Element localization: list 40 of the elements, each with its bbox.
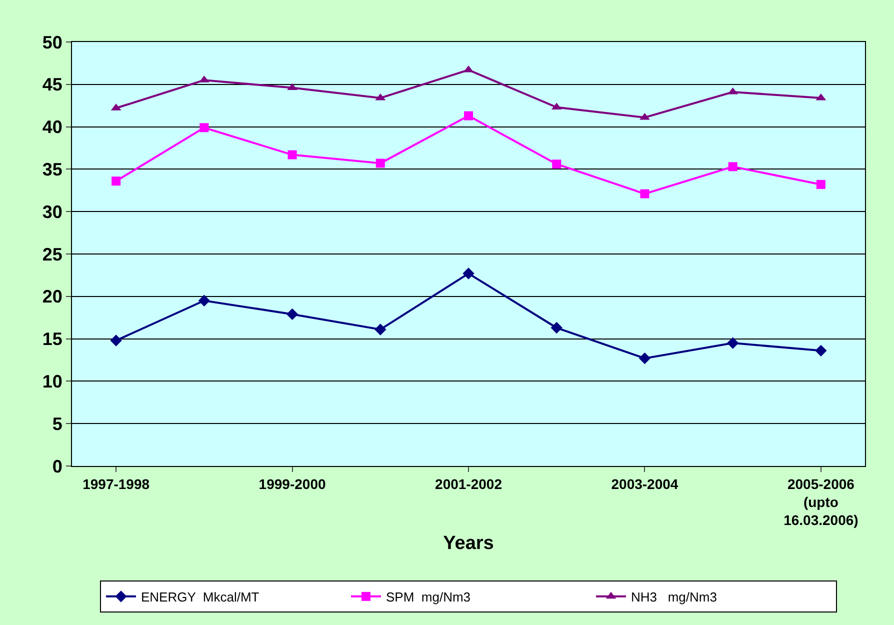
point <box>464 111 473 120</box>
y-tick-label: 50 <box>42 32 62 52</box>
point <box>288 150 297 160</box>
y-tick-label: 35 <box>42 160 62 180</box>
y-tick-label: 0 <box>52 456 62 476</box>
point <box>462 268 474 280</box>
point <box>726 337 739 349</box>
point <box>815 344 827 357</box>
point <box>552 160 562 169</box>
y-tick-label: 25 <box>42 244 62 264</box>
point <box>640 112 650 120</box>
point <box>286 308 298 320</box>
point <box>374 324 386 336</box>
point <box>640 189 650 198</box>
point <box>198 294 210 306</box>
x-tick-label: 2005-2006 (upto 16.03.2006) <box>784 476 858 528</box>
y-tick-label: 45 <box>42 74 62 95</box>
x-tick-label: 1999-2000 <box>258 476 326 492</box>
point <box>200 123 209 132</box>
point <box>728 162 738 172</box>
legend-label: SPM mg/Nm3 <box>386 590 471 604</box>
x-tick-label: 2003-2004 <box>611 476 678 492</box>
legend-label: NH3 mg/Nm3 <box>631 590 717 604</box>
x-tick-label: 1997-1998 <box>82 476 150 492</box>
y-tick-label: 5 <box>52 414 62 434</box>
y-tick-label: 30 <box>42 202 62 222</box>
y-tick-label: 10 <box>42 372 62 392</box>
point <box>110 334 122 346</box>
point <box>816 180 826 189</box>
y-tick-label: 20 <box>42 286 62 307</box>
x-axis-title: Years <box>443 533 494 554</box>
point <box>287 83 298 90</box>
y-tick-label: 40 <box>42 117 62 138</box>
point <box>376 158 385 168</box>
point <box>112 176 121 186</box>
point <box>638 352 651 364</box>
y-tick-label: 15 <box>42 329 62 350</box>
x-tick-label: 2001-2002 <box>435 476 502 492</box>
point <box>550 322 562 334</box>
legend-label: ENERGY Mkcal/MT <box>141 590 260 604</box>
